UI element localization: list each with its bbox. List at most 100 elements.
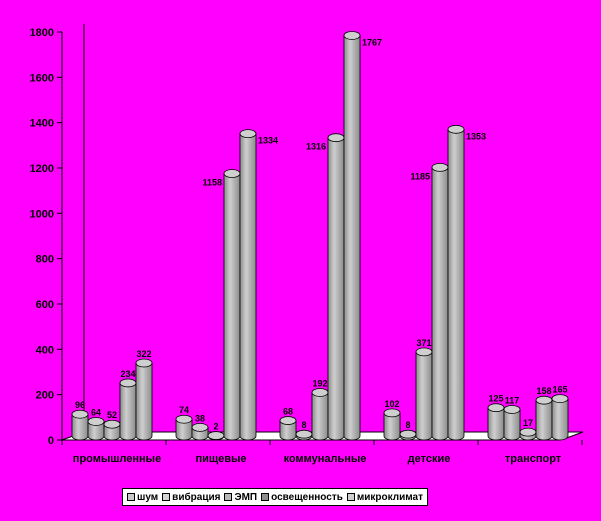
cylinder-top xyxy=(415,347,433,357)
x-tick-label: коммунальные xyxy=(284,453,367,465)
cylinder-body xyxy=(431,167,449,441)
data-label: 1767 xyxy=(362,37,382,47)
data-label: 371 xyxy=(416,338,431,348)
cylinder-bar xyxy=(207,431,225,441)
cylinder-bar xyxy=(519,427,537,441)
data-label: 17 xyxy=(523,418,533,428)
cylinder-body xyxy=(343,35,361,441)
legend-label: освещенность xyxy=(271,491,343,503)
data-label: 125 xyxy=(488,394,503,404)
cylinder-top xyxy=(343,31,361,40)
cylinder-bar xyxy=(103,419,121,441)
x-tick-label: промышленные xyxy=(73,453,161,465)
y-tick-label: 1000 xyxy=(30,208,54,220)
cylinder-top xyxy=(551,394,569,404)
cylinder-body xyxy=(551,398,569,441)
cylinder-top xyxy=(311,388,329,397)
y-tick-label: 800 xyxy=(36,254,54,266)
data-label: 38 xyxy=(195,413,205,423)
cylinder-top xyxy=(383,408,401,418)
y-tick-label: 600 xyxy=(36,299,54,311)
x-tick-label: пищевые xyxy=(195,453,246,465)
cylinder-bar xyxy=(119,378,137,441)
cylinder-top xyxy=(239,129,257,139)
data-label: 117 xyxy=(505,395,520,405)
cylinder-top xyxy=(503,405,521,414)
cylinder-bar xyxy=(135,358,153,441)
cylinder-top xyxy=(399,429,417,439)
data-label: 8 xyxy=(301,420,306,430)
cylinder-bar xyxy=(191,422,209,441)
cylinder-body xyxy=(535,399,553,441)
x-tick-label: детские xyxy=(408,453,451,465)
cylinder-bar xyxy=(415,347,433,441)
cylinder-top xyxy=(519,427,537,437)
cylinder-body xyxy=(135,362,153,441)
data-label: 165 xyxy=(552,385,567,395)
data-label: 1185 xyxy=(410,171,430,181)
cylinder-top xyxy=(447,124,465,134)
cylinder-top xyxy=(279,416,297,425)
legend-label: вибрация xyxy=(172,491,221,503)
cylinder-body xyxy=(311,392,329,441)
legend-item: микроклимат xyxy=(346,492,423,503)
data-label: 234 xyxy=(120,369,135,379)
cylinder-bar xyxy=(223,169,241,441)
cylinder-body xyxy=(119,382,137,441)
data-label: 102 xyxy=(384,399,399,409)
cylinder-bar xyxy=(503,405,521,441)
data-label: 1158 xyxy=(202,178,222,188)
legend-swatch xyxy=(162,493,171,501)
cylinder-top xyxy=(223,169,241,178)
cylinder-body xyxy=(487,407,505,441)
cylinder-top xyxy=(431,162,449,172)
cylinder-top xyxy=(191,422,209,432)
data-label: 52 xyxy=(107,410,117,420)
cylinder-bar xyxy=(535,395,553,441)
y-tick-label: 200 xyxy=(36,390,54,402)
y-tick-label: 0 xyxy=(48,435,54,447)
legend-swatch xyxy=(127,493,135,501)
data-label: 96 xyxy=(75,400,85,410)
legend-item: ЭМП xyxy=(224,492,257,503)
cylinder-top xyxy=(135,358,153,368)
data-label: 68 xyxy=(283,407,293,417)
cylinder-top xyxy=(295,429,313,439)
legend-swatch xyxy=(224,493,233,501)
data-label: 74 xyxy=(179,405,189,415)
data-label: 8 xyxy=(405,420,410,430)
cylinder-bar xyxy=(239,129,257,441)
chart-legend: шум вибрация ЭМП освещенность микроклимат xyxy=(122,488,428,506)
data-label: 1353 xyxy=(466,131,486,141)
cylinder-bar xyxy=(311,388,329,441)
data-label: 322 xyxy=(136,349,151,359)
cylinder-top xyxy=(71,409,89,419)
data-label: 2 xyxy=(213,422,218,432)
cylinder-top xyxy=(207,431,225,440)
cylinder-top xyxy=(175,414,193,424)
cylinder-bar xyxy=(487,403,505,441)
cylinder-bar xyxy=(175,414,193,441)
cylinder-top xyxy=(87,417,105,426)
cylinder-top xyxy=(103,419,121,429)
data-label: 1316 xyxy=(306,142,326,152)
data-label: 192 xyxy=(312,378,327,388)
cylinder-bar xyxy=(399,429,417,441)
cylinder-bar xyxy=(343,31,361,441)
legend-label: шум xyxy=(137,491,159,503)
y-tick-label: 1600 xyxy=(30,72,54,84)
legend-swatch xyxy=(346,493,355,501)
data-label: 1334 xyxy=(258,136,278,146)
y-tick-label: 1400 xyxy=(30,118,54,130)
cylinder-body xyxy=(327,137,345,441)
legend-item: шум xyxy=(127,492,158,503)
cylinder-bar xyxy=(327,133,345,441)
cylinder-bar xyxy=(383,408,401,441)
cylinder-top xyxy=(487,403,505,413)
cylinder-body xyxy=(223,173,241,441)
legend-label: ЭМП xyxy=(234,491,258,503)
y-tick-label: 1200 xyxy=(30,163,54,175)
cylinder-bar xyxy=(295,429,313,441)
cylinder-top xyxy=(327,133,345,143)
